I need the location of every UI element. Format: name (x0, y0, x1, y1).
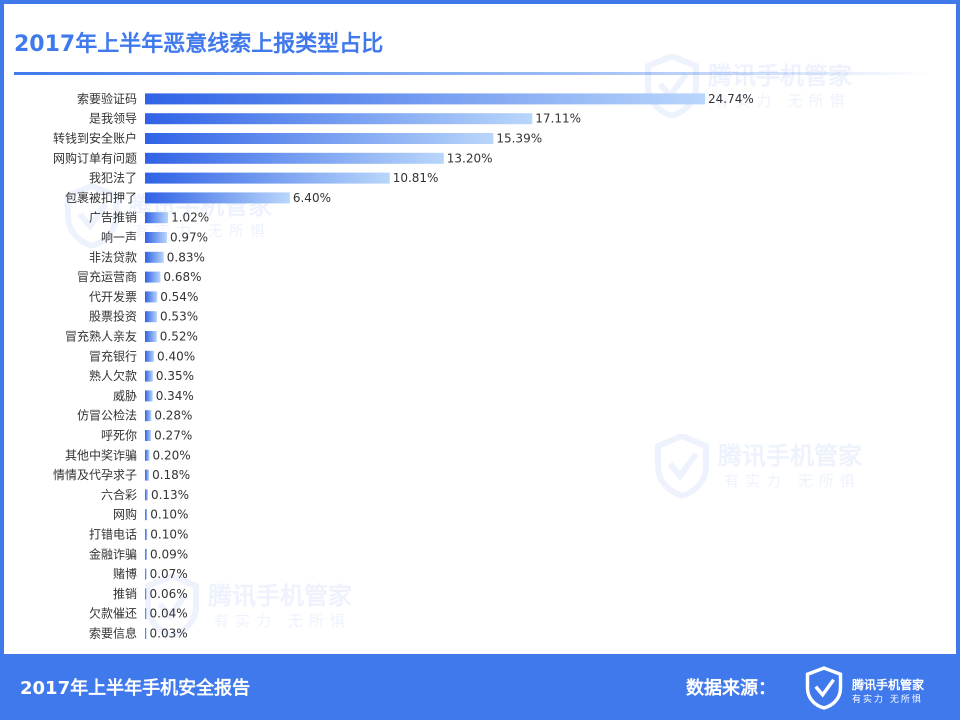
value-label: 24.74% (708, 92, 754, 106)
bar (145, 410, 152, 422)
category-label: 非法贷款 (89, 250, 137, 264)
value-label: 0.04% (150, 607, 188, 621)
bar-chart: 索要验证码 24.74% 是我领导 17.11% 转钱到安全账户 15.39% 网购订单有问… (53, 91, 754, 641)
bar (145, 192, 290, 204)
value-label: 17.11% (535, 112, 581, 126)
category-label: 冒充运营商 (77, 269, 137, 284)
value-label: 0.27% (154, 429, 192, 443)
bar (145, 271, 161, 283)
bar (145, 152, 444, 164)
value-label: 0.97% (170, 231, 208, 245)
value-label: 0.18% (152, 468, 190, 482)
value-label: 0.53% (160, 310, 198, 324)
category-label: 是我领导 (89, 112, 137, 126)
shield-icon (805, 666, 843, 710)
value-label: 0.06% (150, 587, 188, 601)
value-label: 0.20% (153, 448, 191, 462)
bar (145, 509, 148, 521)
page-title: 2017年上半年恶意线索上报类型占比 (14, 32, 384, 57)
bar (145, 529, 148, 540)
value-label: 0.28% (154, 409, 192, 423)
bar (145, 449, 150, 461)
category-label: 呼死你 (101, 429, 137, 443)
value-label: 0.09% (150, 547, 188, 561)
bar (145, 311, 157, 323)
footer-bar: 2017年上半年手机安全报告 数据来源： 腾讯手机管家 有实力 无所惧 (0, 654, 960, 720)
category-label: 冒充银行 (89, 348, 137, 363)
bar (145, 291, 158, 303)
bar (145, 331, 157, 342)
category-label: 金融诈骗 (89, 546, 137, 561)
category-label: 六合彩 (101, 487, 137, 502)
value-label: 0.54% (160, 290, 198, 304)
value-label: 0.03% (150, 627, 188, 641)
category-label: 索要信息 (89, 626, 137, 641)
bar (145, 212, 169, 224)
value-label: 0.07% (150, 567, 188, 581)
value-label: 0.10% (150, 528, 188, 542)
bar (145, 232, 167, 243)
value-label: 0.34% (156, 389, 194, 403)
category-label: 代开发票 (89, 289, 137, 304)
value-label: 0.10% (150, 508, 188, 522)
category-label: 威胁 (113, 388, 137, 403)
category-label: 打错电话 (89, 528, 137, 542)
category-label: 熟人欠款 (89, 368, 137, 383)
report-title: 2017年上半年手机安全报告 (20, 678, 251, 699)
bar (145, 628, 147, 639)
category-label: 包裹被扣押了 (65, 190, 137, 205)
bar (145, 390, 153, 402)
bar (145, 588, 147, 600)
category-label: 欠款催还 (89, 606, 137, 621)
category-label: 网购 (113, 507, 137, 522)
value-label: 10.81% (393, 171, 439, 185)
bar (145, 251, 164, 263)
value-label: 13.20% (447, 151, 493, 165)
category-label: 响一声 (101, 230, 137, 245)
value-label: 0.35% (156, 369, 194, 383)
category-label: 转钱到安全账户 (53, 131, 137, 146)
category-label: 其他中奖诈骗 (65, 447, 137, 462)
category-label: 推销 (113, 587, 137, 601)
brand-slogan: 有实力 无所惧 (852, 695, 923, 705)
category-label: 广告推销 (89, 211, 137, 225)
bar (145, 113, 533, 125)
category-label: 索要验证码 (77, 91, 137, 106)
bar (145, 568, 147, 580)
bar (145, 489, 148, 501)
bar (145, 548, 148, 560)
bar (145, 430, 152, 441)
category-label: 我犯法了 (89, 171, 137, 185)
chart-card: 2017年上半年恶意线索上报类型占比 腾讯手机管家 有实力 无所惧 腾讯手机管家… (4, 4, 956, 654)
value-label: 0.68% (163, 270, 201, 284)
value-label: 0.13% (151, 488, 189, 502)
value-label: 1.02% (171, 211, 209, 225)
brand-name: 腾讯手机管家 (852, 678, 925, 692)
category-label: 赌博 (113, 566, 137, 581)
value-label: 6.40% (293, 191, 331, 205)
category-label: 股票投资 (89, 309, 137, 324)
category-label: 冒充熟人亲友 (65, 329, 137, 344)
value-label: 0.52% (160, 330, 198, 344)
value-label: 0.40% (157, 349, 195, 363)
value-label: 0.83% (167, 250, 205, 264)
bar (145, 350, 155, 362)
bar (145, 133, 494, 144)
category-label: 网购订单有问题 (53, 150, 137, 165)
bar (145, 172, 390, 184)
value-label: 15.39% (496, 132, 542, 146)
bar (145, 608, 147, 620)
category-label: 情情及代孕求子 (53, 468, 137, 482)
bar (145, 93, 705, 105)
data-source-label: 数据来源： (686, 678, 776, 699)
title-divider (14, 72, 934, 75)
bar (145, 370, 153, 382)
bar (145, 469, 150, 481)
category-label: 仿冒公检法 (77, 408, 137, 423)
